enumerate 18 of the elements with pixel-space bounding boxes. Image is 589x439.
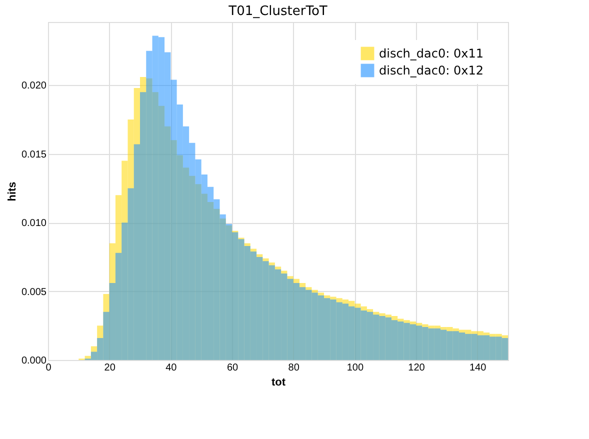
x-tick-label: 20	[104, 362, 116, 374]
x-tick-label: 120	[408, 362, 426, 374]
y-tick-label: 0.000	[21, 356, 47, 366]
x-axis-title: tot	[271, 376, 286, 388]
x-tick-label: 140	[469, 362, 487, 374]
legend-label: disch_dac0: 0x11	[379, 46, 484, 60]
legend-label: disch_dac0: 0x12	[379, 64, 484, 78]
x-tick-label: 40	[166, 362, 178, 374]
y-tick-label: 0.005	[21, 286, 47, 298]
y-tick-label: 0.010	[21, 218, 47, 230]
y-tick-label: 0.020	[21, 80, 47, 92]
x-tick-label: 100	[346, 362, 364, 374]
chart-title: T01_ClusterToT	[228, 4, 328, 19]
x-tick-label: 60	[226, 362, 238, 374]
y-axis-title: hits	[6, 182, 18, 202]
y-tick-label: 0.015	[21, 149, 47, 160]
x-tick-label: 0	[46, 362, 52, 374]
x-tick-label: 80	[288, 362, 300, 374]
